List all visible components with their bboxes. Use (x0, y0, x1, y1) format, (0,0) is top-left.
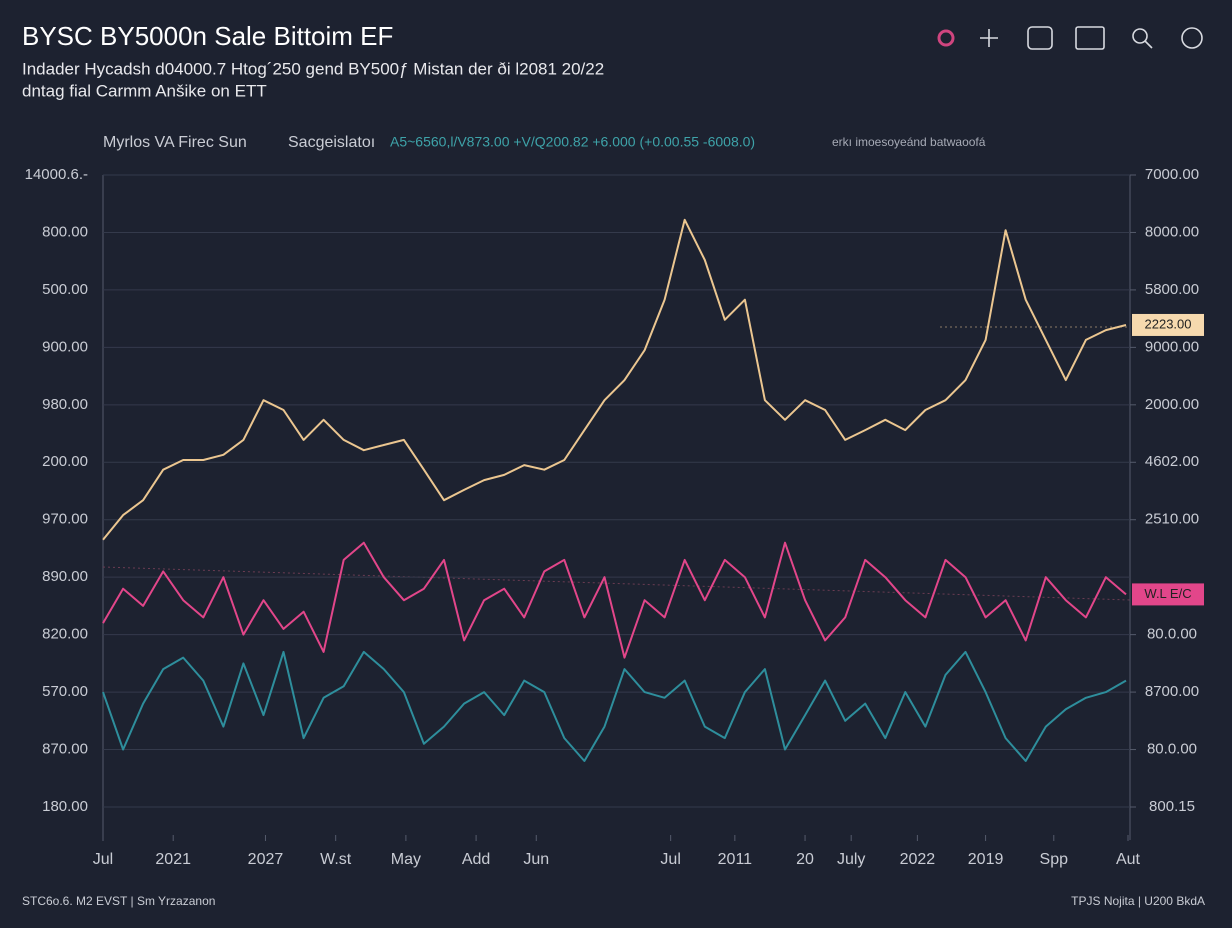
x-tick-label: Jun (523, 851, 549, 868)
x-tick-label: Aut (1116, 851, 1141, 868)
subtitle: dntag fial Carmm Anšike on ETT (22, 81, 267, 100)
series-line (102, 650, 1127, 762)
x-tick-label: Jul (660, 851, 680, 868)
y2-tick-label: 80.0.00 (1147, 626, 1197, 643)
icon-search[interactable] (1132, 28, 1148, 44)
value-badge (1132, 313, 1204, 336)
icon-settings[interactable] (1181, 27, 1203, 49)
y2-tick-label: 2000.00 (1145, 396, 1199, 413)
reference-line (102, 566, 1131, 601)
x-tick-label: May (391, 851, 421, 868)
y-tick-label: 980.00 (42, 396, 88, 413)
subtitle: Indader Hycadsh d04000.7 Htog´250 gend B… (22, 59, 604, 78)
x-tick-label: 2011 (718, 851, 753, 868)
y-tick-label: 800.00 (42, 223, 88, 240)
footer-right: TPJS Nojita | U200 BkdA (1071, 894, 1205, 908)
value-badge (1132, 583, 1204, 606)
y-tick-label: 500.00 (42, 281, 88, 298)
y-tick-label: 200.00 (42, 453, 88, 470)
y2-tick-label: 2510.00 (1145, 511, 1199, 528)
y-tick-label: 180.00 (42, 798, 88, 815)
icon-search-handle[interactable] (1144, 40, 1153, 49)
x-tick-label: 2021 (155, 851, 191, 868)
y2-tick-label: 8700.00 (1145, 683, 1199, 700)
y2-tick-label: 800.15 (1149, 798, 1195, 815)
y-tick-label: 570.00 (42, 683, 88, 700)
icon-window[interactable] (1027, 26, 1053, 50)
y2-tick-label: 9000.00 (1145, 338, 1199, 355)
icon-crosshair[interactable] (980, 29, 998, 47)
y-tick-label: 820.00 (42, 626, 88, 643)
series-line (102, 541, 1127, 659)
y-tick-label: 890.00 (42, 568, 88, 585)
x-tick-label: W.st (320, 851, 352, 868)
y2-tick-label: 7000.00 (1145, 166, 1199, 183)
toolbar[interactable] (937, 26, 1203, 50)
y2-tick-label: 80.0.00 (1147, 741, 1197, 758)
y-tick-label: 14000.6.- (25, 166, 88, 183)
legend-text: A5~6560,l/V873.00 +V/Q200.82 +6.000 (+0.… (390, 134, 755, 150)
legend-text: erkı imoesoyeánd batwaoofá (832, 135, 986, 149)
legend-text: Sacgeislatoı (288, 134, 375, 151)
x-tick-label: Spp (1040, 851, 1069, 868)
footer-left: STC6o.6. M2 EVST | Sm Yrzazanon (22, 894, 215, 908)
icon-screen[interactable] (1075, 26, 1105, 50)
y-tick-label: 900.00 (42, 338, 88, 355)
series-line (102, 218, 1127, 541)
y2-tick-label: 8000.00 (1145, 223, 1199, 240)
value-badge-text: W.L E/C (1144, 586, 1191, 601)
legend-text: Myrlos VA Firec Sun (103, 134, 247, 151)
y2-tick-label: 4602.00 (1145, 453, 1199, 470)
x-tick-label: 2022 (900, 851, 936, 868)
x-tick-label: 20 (796, 851, 814, 868)
y2-tick-label: 5800.00 (1145, 281, 1199, 298)
value-badge-text: 2223.00 (1145, 316, 1192, 331)
x-tick-label: July (837, 851, 865, 868)
y-tick-label: 970.00 (42, 511, 88, 528)
x-tick-label: 2027 (248, 851, 284, 868)
x-tick-label: Jul (93, 851, 113, 868)
x-tick-label: Add (462, 851, 490, 868)
icon-record[interactable] (937, 29, 955, 47)
x-tick-label: 2019 (968, 851, 1004, 868)
y-tick-label: 870.00 (42, 741, 88, 758)
title: BYSC BY5000n Sale Bittoim EF (22, 21, 393, 51)
